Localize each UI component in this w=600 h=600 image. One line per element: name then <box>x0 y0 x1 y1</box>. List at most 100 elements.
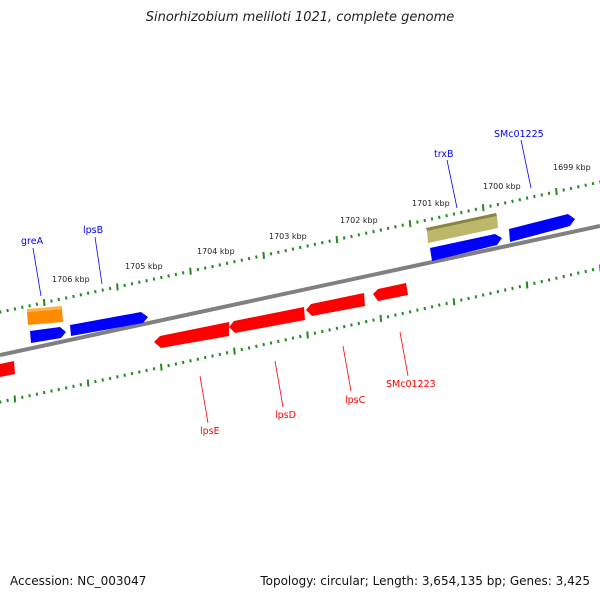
minor-tick <box>203 355 207 360</box>
minor-tick <box>196 267 200 272</box>
minor-tick <box>255 255 258 259</box>
outer-tick-row <box>0 180 600 314</box>
minor-tick <box>328 328 331 332</box>
kbp-label-1706: 1706 kbp <box>52 275 90 284</box>
gene-trx-downstream[interactable] <box>430 234 502 261</box>
major-tick <box>335 236 339 244</box>
minor-tick <box>247 346 251 350</box>
minor-tick <box>423 218 426 223</box>
major-tick <box>306 331 309 339</box>
minor-tick <box>306 244 309 248</box>
minor-tick <box>467 296 470 301</box>
leader-trxB <box>446 159 458 209</box>
inner-tick-row <box>0 264 600 404</box>
minor-tick <box>511 199 514 203</box>
gene-trxB[interactable] <box>426 213 498 243</box>
minor-tick <box>503 201 507 205</box>
minor-tick <box>584 183 587 187</box>
minor-tick <box>50 299 53 303</box>
minor-tick <box>174 362 178 366</box>
minor-tick <box>57 387 61 392</box>
minor-tick <box>130 371 134 376</box>
minor-tick <box>591 181 595 186</box>
minor-tick <box>430 217 434 221</box>
minor-tick <box>423 306 426 311</box>
minor-tick <box>13 307 17 311</box>
minor-tick <box>364 320 368 324</box>
minor-tick <box>225 261 229 265</box>
label-lpsE: lpsE <box>200 426 220 437</box>
gene-lpsB-part2[interactable] <box>70 312 148 336</box>
gene-SMc01223[interactable] <box>373 283 408 301</box>
minor-tick <box>328 239 331 243</box>
kbp-label-1700: 1700 kbp <box>483 182 521 191</box>
minor-tick <box>460 210 463 215</box>
major-tick <box>42 299 46 307</box>
label-greA: greA <box>21 236 44 247</box>
minor-tick <box>0 400 2 404</box>
gene-greA[interactable] <box>27 306 63 325</box>
kbp-label-1699: 1699 kbp <box>553 163 591 172</box>
minor-tick <box>489 204 492 208</box>
minor-tick <box>445 214 448 218</box>
major-tick <box>262 251 265 259</box>
leader-greA <box>32 247 42 297</box>
genes-count-text: Genes: 3,425 <box>509 574 590 588</box>
minor-tick <box>138 370 141 374</box>
minor-tick <box>145 368 148 373</box>
topology-text: Topology: circular; <box>260 574 369 588</box>
map-title: Sinorhizobium meliloti 1021, complete ge… <box>145 10 455 25</box>
minor-tick <box>533 281 536 285</box>
minor-tick <box>357 233 361 237</box>
minor-tick <box>394 225 397 229</box>
major-tick <box>379 314 383 322</box>
minor-tick <box>335 326 339 330</box>
minor-tick <box>181 360 185 365</box>
minor-tick <box>57 297 61 302</box>
minor-tick <box>372 318 375 322</box>
minor-tick <box>42 390 46 395</box>
minor-tick <box>240 258 244 262</box>
label-SMc01223: SMc01223 <box>386 379 436 390</box>
gene-lpsE[interactable] <box>154 322 229 348</box>
minor-tick <box>591 268 595 272</box>
minor-tick <box>116 375 119 379</box>
label-SMc01225: SMc01225 <box>494 129 544 140</box>
minor-tick <box>277 250 280 254</box>
minor-tick <box>364 231 368 235</box>
minor-tick <box>401 223 404 227</box>
minor-tick <box>6 308 9 313</box>
minor-tick <box>386 315 390 319</box>
gene-lpsB-part1[interactable] <box>30 327 66 343</box>
minor-tick <box>123 283 126 288</box>
minor-tick <box>160 275 163 280</box>
minor-tick <box>79 383 83 387</box>
minor-tick <box>0 310 2 314</box>
minor-tick <box>211 264 214 269</box>
minor-tick <box>321 329 324 334</box>
gene-SMc01225[interactable] <box>509 214 575 242</box>
minor-tick <box>416 220 419 224</box>
minor-tick <box>518 198 522 202</box>
leader-lpsD <box>274 360 284 408</box>
major-tick <box>233 347 236 355</box>
minor-tick <box>342 236 346 240</box>
minor-tick <box>562 188 565 192</box>
minor-tick <box>394 313 397 317</box>
gene-left-partial[interactable] <box>0 361 15 377</box>
minor-tick <box>372 229 375 234</box>
gene-lpsC[interactable] <box>306 293 365 316</box>
minor-tick <box>94 290 97 294</box>
minor-tick <box>438 215 441 219</box>
gene-lpsD[interactable] <box>229 307 305 333</box>
minor-tick <box>452 212 456 216</box>
minor-tick <box>445 301 448 306</box>
minor-tick <box>474 207 478 211</box>
genome-stats: Topology: circular; Length: 3,654,135 bp… <box>260 574 590 588</box>
minor-tick <box>64 296 68 300</box>
minor-tick <box>577 185 580 189</box>
minor-tick <box>262 342 265 347</box>
minor-tick <box>108 286 112 291</box>
minor-tick <box>138 280 141 284</box>
